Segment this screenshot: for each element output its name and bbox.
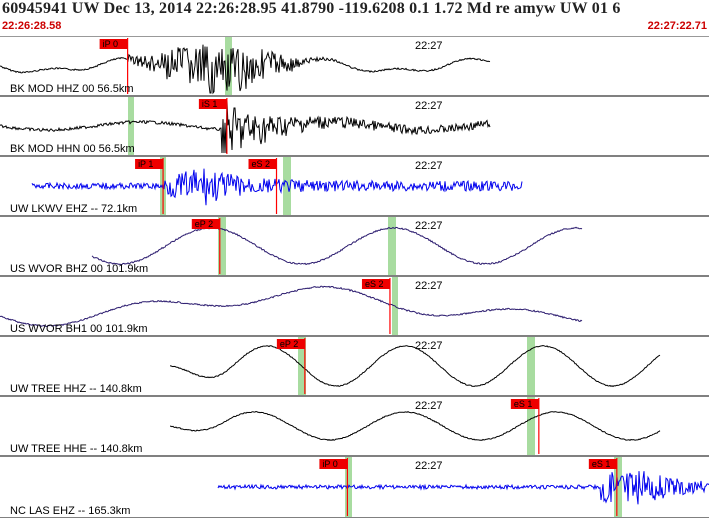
phase-pick[interactable]: eP 2 [191,218,221,274]
pick-flag [276,339,305,349]
waveform [91,226,583,266]
trace-time-label: 22:27 [415,340,443,352]
waveform [169,410,661,442]
waveform [217,471,709,505]
event-title: 60945941 UW Dec 13, 2014 22:26:28.95 41.… [2,0,621,17]
trace-time-label: 22:27 [415,40,443,52]
pick-flag [248,159,277,169]
pick-window [527,337,535,395]
phase-pick[interactable]: eP 2 [276,338,306,394]
pick-label: eP 2 [280,339,298,349]
pick-window [283,157,291,215]
window-end-time: 22:27:22.71 [647,20,707,32]
pick-label: iS 1 [202,99,218,109]
phase-pick[interactable]: iP 0 [99,38,129,94]
pick-label: eS 2 [252,159,271,169]
phase-pick[interactable]: eS 1 [510,398,540,454]
trace-time-label: 22:27 [415,400,443,412]
waveform [170,344,661,388]
window-start-time: 22:26:28.58 [2,20,62,32]
pick-label: eS 1 [514,399,533,409]
trace-time-label: 22:27 [415,100,443,112]
pick-label: eS 2 [365,279,384,289]
trace-station-label: NC LAS EHZ -- 165.3km [10,505,130,517]
trace-time-label: 22:27 [415,220,443,232]
trace-row[interactable]: 22:27 iP 1 eS 2 UW LKWV EHZ -- 72.1km [0,157,709,217]
trace-row[interactable]: 22:27 iS 1 BK MOD HHN 00 56.5km [0,97,709,157]
waveform [0,285,583,328]
pick-label: iP 1 [138,159,153,169]
pick-flag [198,99,227,109]
pick-flag [319,459,348,469]
pick-label: eS 1 [592,459,611,469]
event-header: 60945941 UW Dec 13, 2014 22:26:28.95 41.… [0,0,709,36]
pick-label: iP 0 [103,39,118,49]
pick-window [128,97,134,155]
pick-flag [361,279,390,289]
pick-label: iP 0 [322,459,337,469]
pick-flag [510,399,539,409]
trace-station-label: UW LKWV EHZ -- 72.1km [10,203,137,215]
pick-window [388,217,396,275]
waveform [0,44,491,95]
trace-row[interactable]: 22:27 iP 0 BK MOD HHZ 00 56.5km [0,37,709,97]
pick-window [614,457,622,517]
trace-row[interactable]: 22:27 eP 2 UW TREE HHZ -- 140.8km [0,337,709,397]
pick-flag [588,459,617,469]
pick-window [527,397,535,455]
phase-pick[interactable]: eS 2 [248,158,278,214]
phase-pick[interactable]: iP 1 [135,158,164,214]
pick-flag [191,219,220,229]
phase-pick[interactable]: eS 1 [588,458,618,516]
trace-station-label: US WVOR BH1 00 101.9km [10,323,148,335]
trace-time-label: 22:27 [415,280,443,292]
pick-flag [135,159,164,169]
trace-time-label: 22:27 [415,460,443,472]
pick-label: eP 2 [195,219,213,229]
trace-row[interactable]: 22:27 eS 2 US WVOR BH1 00 101.9km [0,277,709,337]
trace-row[interactable]: 22:27 eS 1 UW TREE HHE -- 140.8km [0,397,709,457]
phase-pick[interactable]: eS 2 [361,278,391,334]
pick-window [218,217,226,275]
trace-station-label: BK MOD HHN 00 56.5km [10,143,135,155]
waveform [0,100,491,154]
trace-station-label: US WVOR BHZ 00 101.9km [10,263,148,275]
trace-station-label: UW TREE HHE -- 140.8km [10,443,142,455]
trace-row[interactable]: 22:27 iP 0 eS 1 NC LAS EHZ -- 165.3km [0,457,709,518]
seismogram-panel: 22:27 iP 0 BK MOD HHZ 00 56.5km 22:27 iS 1 BK… [0,36,709,518]
phase-pick[interactable]: iS 1 [198,98,228,154]
trace-row[interactable]: 22:27 eP 2 US WVOR BHZ 00 101.9km [0,217,709,277]
pick-flag [99,39,128,49]
trace-station-label: UW TREE HHZ -- 140.8km [10,383,142,395]
trace-time-label: 22:27 [415,160,443,172]
phase-pick[interactable]: iP 0 [319,458,349,516]
trace-station-label: BK MOD HHZ 00 56.5km [10,83,133,95]
